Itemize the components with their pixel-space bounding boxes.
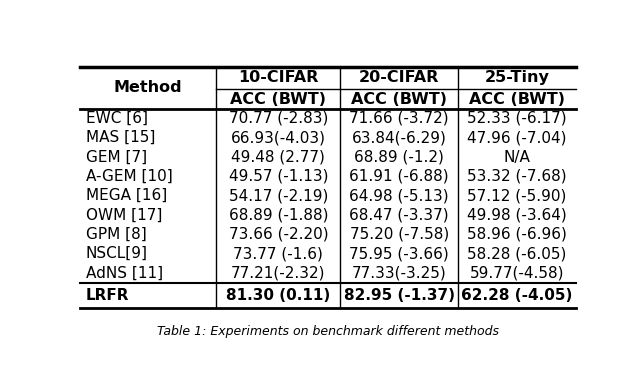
Text: 20-CIFAR: 20-CIFAR (359, 69, 440, 85)
Text: 68.47 (-3.37): 68.47 (-3.37) (349, 208, 449, 222)
Text: OWM [17]: OWM [17] (86, 208, 163, 222)
Text: 47.96 (-7.04): 47.96 (-7.04) (467, 130, 567, 145)
Text: Method: Method (114, 80, 182, 95)
Text: 70.77 (-2.83): 70.77 (-2.83) (228, 111, 328, 126)
Text: 77.21(-2.32): 77.21(-2.32) (231, 266, 326, 281)
Text: 49.98 (-3.64): 49.98 (-3.64) (467, 208, 567, 222)
Text: 64.98 (-5.13): 64.98 (-5.13) (349, 188, 449, 203)
Text: 81.30 (0.11): 81.30 (0.11) (227, 288, 330, 303)
Text: 10-CIFAR: 10-CIFAR (238, 69, 319, 85)
Text: A-GEM [10]: A-GEM [10] (86, 169, 173, 184)
Text: 54.17 (-2.19): 54.17 (-2.19) (228, 188, 328, 203)
Text: ACC (BWT): ACC (BWT) (351, 92, 447, 107)
Text: GEM [7]: GEM [7] (86, 149, 147, 164)
Text: NSCL[9]: NSCL[9] (86, 246, 148, 261)
Text: 49.57 (-1.13): 49.57 (-1.13) (228, 169, 328, 184)
Text: 57.12 (-5.90): 57.12 (-5.90) (467, 188, 566, 203)
Text: 63.84(-6.29): 63.84(-6.29) (352, 130, 447, 145)
Text: 73.77 (-1.6): 73.77 (-1.6) (234, 246, 323, 261)
Text: MEGA [16]: MEGA [16] (86, 188, 167, 203)
Text: 53.32 (-7.68): 53.32 (-7.68) (467, 169, 567, 184)
Text: 25-Tiny: 25-Tiny (484, 69, 549, 85)
Text: 75.95 (-3.66): 75.95 (-3.66) (349, 246, 449, 261)
Text: EWC [6]: EWC [6] (86, 111, 148, 126)
Text: 59.77(-4.58): 59.77(-4.58) (470, 266, 564, 281)
Text: 66.93(-4.03): 66.93(-4.03) (231, 130, 326, 145)
Text: 61.91 (-6.88): 61.91 (-6.88) (349, 169, 449, 184)
Text: 49.48 (2.77): 49.48 (2.77) (232, 149, 325, 164)
Text: 75.20 (-7.58): 75.20 (-7.58) (349, 227, 449, 242)
Text: 82.95 (-1.37): 82.95 (-1.37) (344, 288, 454, 303)
Text: GPM [8]: GPM [8] (86, 227, 147, 242)
Text: Table 1: Experiments on benchmark different methods: Table 1: Experiments on benchmark differ… (157, 325, 499, 338)
Text: MAS [15]: MAS [15] (86, 130, 156, 145)
Text: N/A: N/A (504, 149, 531, 164)
Text: 71.66 (-3.72): 71.66 (-3.72) (349, 111, 449, 126)
Text: 58.28 (-6.05): 58.28 (-6.05) (467, 246, 566, 261)
Text: 52.33 (-6.17): 52.33 (-6.17) (467, 111, 567, 126)
Text: LRFR: LRFR (86, 288, 129, 303)
Text: ACC (BWT): ACC (BWT) (469, 92, 565, 107)
Text: 68.89 (-1.88): 68.89 (-1.88) (228, 208, 328, 222)
Text: 58.96 (-6.96): 58.96 (-6.96) (467, 227, 567, 242)
Text: 68.89 (-1.2): 68.89 (-1.2) (354, 149, 444, 164)
Text: ACC (BWT): ACC (BWT) (230, 92, 326, 107)
Text: 62.28 (-4.05): 62.28 (-4.05) (461, 288, 573, 303)
Text: 73.66 (-2.20): 73.66 (-2.20) (228, 227, 328, 242)
Text: 77.33(-3.25): 77.33(-3.25) (352, 266, 447, 281)
Text: AdNS [11]: AdNS [11] (86, 266, 163, 281)
